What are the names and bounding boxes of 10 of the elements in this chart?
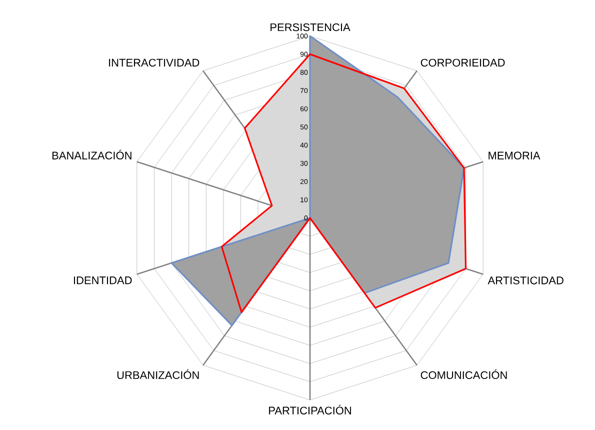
spoke-label: ARTISTICIDAD bbox=[488, 276, 564, 284]
spoke-label: MEMORIA bbox=[488, 152, 540, 160]
spoke-label: COMUNICACIÓN bbox=[420, 369, 507, 380]
spoke-label: PARTICIPACIÓN bbox=[269, 404, 351, 414]
spoke-label: URBANIZACIÓN bbox=[117, 369, 199, 380]
spoke-label: PERSISTENCIA bbox=[270, 23, 350, 32]
spoke-label: CORPORIEIDAD bbox=[420, 58, 505, 67]
spoke-label: INTERACTIVIDAD bbox=[109, 58, 200, 67]
spoke-label: IDENTIDAD bbox=[74, 276, 132, 284]
spoke-label: BANALIZACIÓN bbox=[52, 150, 132, 160]
